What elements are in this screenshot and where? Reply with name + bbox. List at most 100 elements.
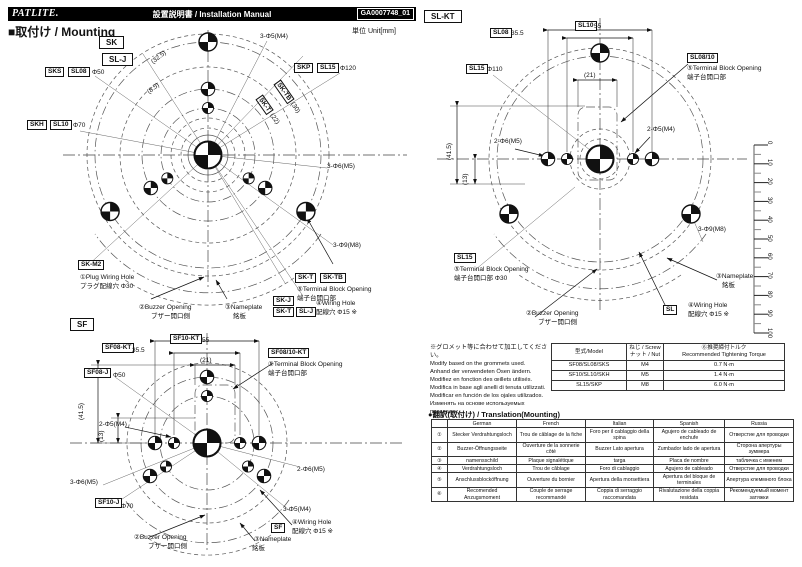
label-sk-j: SK-J [273, 296, 294, 306]
tr1-it: Foro per il cablaggio della spina [585, 427, 654, 443]
label-sk-tb2: SK-TB [320, 273, 346, 283]
tr5-fr: Ouverture du bornier [516, 472, 586, 488]
note-sf-nameplate-en: ③Nameplate [254, 536, 292, 543]
torque-col-torque-l1: ⑥推奨締付トルク [701, 345, 747, 351]
dim-sf-13: (13) [98, 430, 105, 442]
tr2-num: ② [431, 441, 448, 458]
tr5-ru: Апертура клеммного блока [724, 472, 794, 488]
tr6-ru: Рекомендуемый момент затяжки [724, 486, 794, 503]
dim-21: (21) [584, 72, 596, 79]
label-slkt-sl15: SL15 [466, 64, 488, 74]
tag-sk: SK [99, 36, 125, 49]
label-sf10-kt: SF10-KT [170, 334, 203, 344]
dim-41-5: (41.5) [446, 143, 453, 160]
torque-model-2: SF10/SL10/SKH [551, 370, 627, 381]
torque-col-screw-l2: ナット / Nut [629, 352, 661, 358]
tr3-de: namensschild [447, 456, 517, 466]
sf-leader-lines [102, 376, 301, 512]
translation-row-3: ③ namensschild Plaque signalétique targa… [431, 456, 794, 466]
label-3phi9m8: 3-Φ9(M8) [333, 242, 361, 249]
note-sf-wiring-en: ④Wiring Hole [292, 519, 332, 526]
label-sf-2phi6m5: 2-Φ6(M5) [297, 466, 325, 473]
slkt-leader-lines [474, 74, 704, 271]
label-sf-d50: Φ50 [113, 372, 126, 379]
sk-diagram-drawing [55, 28, 420, 323]
slkt-extension-lines [450, 30, 653, 185]
note-sf-buzzer-en: ②Buzzer Opening [134, 534, 187, 541]
note-sf-wiring-ja: 配線穴 Φ15 ※ [292, 528, 333, 535]
tr6-fr: Couple de serrage recommandé [516, 486, 586, 503]
note-line-ja: ※グロメット等に合わせて加工してください。 [430, 344, 548, 359]
sf-arrow-leaders [124, 362, 293, 542]
torque-screw-3: M8 [626, 380, 664, 391]
note-slkt-nameplate-en: ③Nameplate [716, 273, 754, 280]
ruler-ticks [753, 144, 768, 334]
tr6-de: Recomended Anzugsmoment [447, 486, 517, 503]
note-slkt-wiring-en: ④Wiring Hole [688, 302, 728, 309]
label-2phi6m5: 2-Φ6(M5) [494, 138, 522, 145]
note-slkt-wiring-ja: 配線穴 Φ15 ※ [688, 311, 729, 318]
ruler-tick-0: 0 [766, 141, 772, 145]
torque-screw-1: M4 [626, 360, 664, 371]
note-slkt-terminal-ja: 端子台開口部 [687, 74, 726, 81]
center-mark [585, 144, 615, 174]
note-sf-terminal-en: ⑤Terminal Block Opening [268, 361, 343, 368]
label-sk-m2: SK-M2 [78, 260, 105, 270]
note-plug-wiring-hole-en: ①Plug Wiring Hole [80, 274, 135, 281]
tr4-es: Agujero de cableado [653, 464, 725, 474]
label-slkt-sl15b: SL15 [454, 253, 476, 263]
dim-13: (13) [462, 173, 469, 185]
tr5-it: Apertura della morsettiera [585, 472, 654, 488]
label-d110: Φ110 [487, 66, 503, 73]
sk-diagram-geometry [63, 30, 407, 306]
torque-value-2: 1.4 N·m [663, 370, 785, 381]
torque-value-3: 6.0 N·m [663, 380, 785, 391]
tr4-ru: Отверстие для проводки [724, 464, 794, 474]
tr6-es: Rivalutazione della coppia residata [653, 486, 725, 503]
torque-screw-2: M5 [626, 370, 664, 381]
tr4-fr: Trou de câblage [516, 464, 586, 474]
translation-table: German French Italian Spanish Russia ① S… [431, 418, 794, 503]
tag-sf: SF [70, 318, 95, 331]
note-line-en: Modify based on the grommets used. [430, 361, 526, 367]
note-slkt-terminal-en: ⑤Terminal Block Opening [687, 65, 762, 72]
tr2-ru: Сторона апертуры зуммера [724, 441, 794, 458]
torque-model-1: SF08/SL08/SKS [551, 360, 627, 371]
translation-col-french: French [516, 418, 586, 429]
note-sf-nameplate-ja: 銘板 [252, 545, 265, 552]
torque-col-screw-l1: ねじ / Screw [629, 345, 661, 351]
torque-header-row: 型式/Model ねじ / Screw ナット / Nut ⑥推奨締付トルク R… [551, 343, 785, 361]
slkt-diagram-geometry [437, 18, 747, 318]
note-line-ru: Изменять на основе используемых прокладо… [430, 401, 525, 415]
torque-col-torque: ⑥推奨締付トルク Recommended Tightening Torque [663, 343, 785, 361]
label-sks: SKS [45, 67, 65, 77]
translation-row-6: ⑥ Recomended Anzugsmoment Couple de serr… [431, 486, 794, 503]
sk-arrow-leaders [150, 217, 334, 300]
translation-col-spanish: Spanish [653, 418, 725, 429]
label-sl08-10: SL08/10 [687, 53, 718, 63]
sf-diagram-drawing [55, 315, 420, 565]
label-3phi5m4: 3-Φ5(M4) [260, 33, 288, 40]
tr1-fr: Trou de câblage de la fiche [516, 427, 586, 443]
tr2-es: Zumbador lado de apertura [653, 441, 725, 458]
note-slkt-terminal2-en: ⑤Terminal Block Opening [454, 266, 529, 273]
tr1-es: Agujero de cableado de enchufe [653, 427, 725, 443]
dim-35-5: 35.5 [511, 30, 524, 37]
tr3-ru: табличка с именем [724, 456, 794, 466]
torque-table: 型式/Model ねじ / Screw ナット / Nut ⑥推奨締付トルク R… [551, 343, 785, 391]
label-slkt-sl08: SL08 [490, 28, 512, 38]
slkt-dimension-lines [455, 28, 653, 185]
note-wiring-ja: 配線穴 Φ15 ※ [316, 309, 357, 316]
translation-col-german: German [447, 418, 517, 429]
label-d50: Φ50 [92, 69, 105, 76]
document-title: 設置説明書 / Installation Manual [152, 10, 272, 19]
tr4-de: Verdrahtungsloch [447, 464, 517, 474]
label-sk-t2: SK-T [295, 273, 317, 283]
tr3-fr: Plaque signalétique [516, 456, 586, 466]
tr1-num: ① [431, 427, 448, 443]
translation-col-num [431, 418, 448, 429]
tr2-fr: Ouverture de la sonnerie côté [516, 441, 586, 458]
dim-sf-21: (21) [200, 357, 212, 364]
ruler-tick-100: 100 [766, 328, 772, 339]
